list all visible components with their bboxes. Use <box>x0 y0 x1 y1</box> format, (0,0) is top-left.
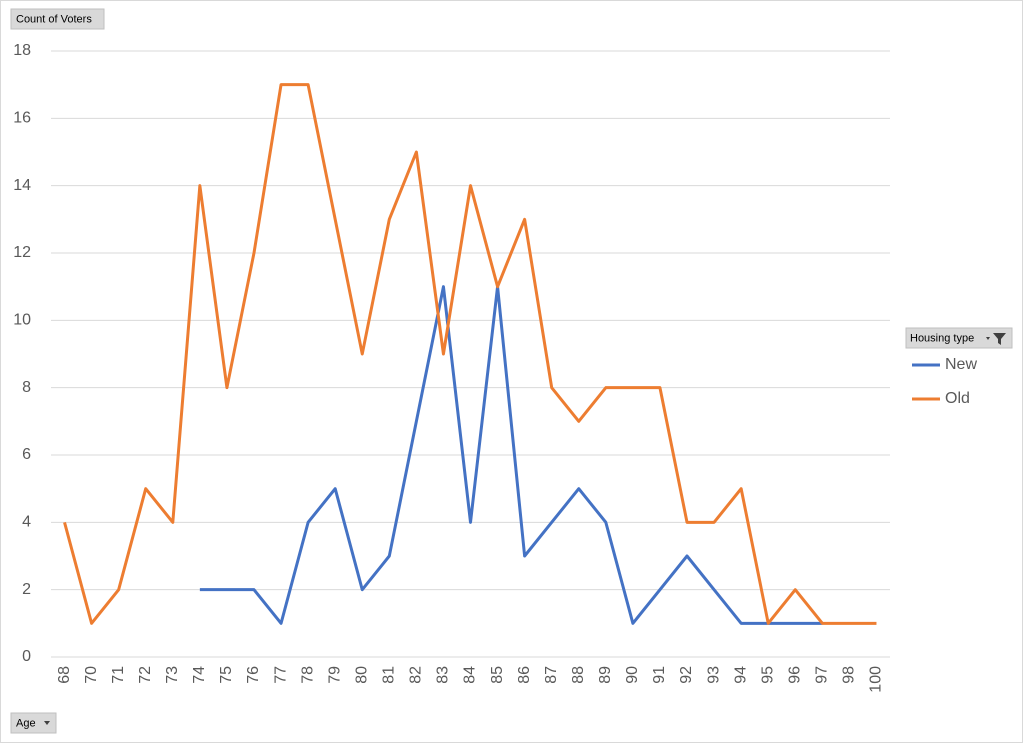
x-tick-label: 71 <box>110 666 127 684</box>
y-tick-label: 6 <box>22 446 31 463</box>
series-line <box>63 83 877 625</box>
x-tick-label: 74 <box>191 666 208 684</box>
x-tick-label: 81 <box>381 666 398 684</box>
x-tick-label: 94 <box>732 666 749 684</box>
x-tick-label: 70 <box>83 666 100 684</box>
x-tick-label: 79 <box>326 666 343 684</box>
x-tick-label: 80 <box>353 666 370 684</box>
x-tick-label: 98 <box>841 666 858 684</box>
y-tick-label: 18 <box>13 42 31 59</box>
x-tick-label: 95 <box>759 666 776 684</box>
x-tick-label: 87 <box>543 666 560 684</box>
y-tick-label: 16 <box>13 110 31 127</box>
y-field-label: Count of Voters <box>16 13 92 25</box>
y-tick-label: 14 <box>13 177 31 194</box>
legend-label: Old <box>945 390 970 407</box>
x-tick-label: 92 <box>678 666 695 684</box>
x-tick-label: 100 <box>868 666 885 693</box>
y-tick-label: 0 <box>22 648 31 665</box>
x-tick-label: 93 <box>705 666 722 684</box>
x-tick-label: 72 <box>137 666 154 684</box>
y-tick-label: 2 <box>22 581 31 598</box>
x-tick-label: 82 <box>408 666 425 684</box>
x-tick-label: 76 <box>245 666 262 684</box>
legend-label: New <box>945 356 977 373</box>
y-tick-label: 12 <box>13 244 31 261</box>
legend-field-button[interactable] <box>905 327 1013 349</box>
x-tick-label: 86 <box>516 666 533 684</box>
x-tick-label: 85 <box>489 666 506 684</box>
filter-icon <box>986 333 1006 345</box>
x-tick-label: 77 <box>272 666 289 684</box>
x-tick-label: 96 <box>786 666 803 684</box>
x-tick-label: 78 <box>299 666 316 684</box>
x-tick-label: 97 <box>814 666 831 684</box>
x-tick-label: 90 <box>624 666 641 684</box>
legend-title: Housing type <box>910 332 974 344</box>
x-tick-label: 83 <box>435 666 452 684</box>
field-button[interactable] <box>10 712 57 734</box>
y-tick-label: 4 <box>22 514 31 531</box>
x-tick-label: 88 <box>570 666 587 684</box>
x-tick-label: 84 <box>462 666 479 684</box>
x-tick-label: 75 <box>218 666 235 684</box>
y-tick-label: 10 <box>13 312 31 329</box>
x-tick-label: 68 <box>56 666 73 684</box>
field-button[interactable] <box>10 8 105 30</box>
series-line <box>199 285 823 625</box>
x-field-label: Age <box>16 717 36 729</box>
x-tick-label: 91 <box>651 666 668 684</box>
x-tick-label: 73 <box>164 666 181 684</box>
x-tick-label: 89 <box>597 666 614 684</box>
dropdown-icon <box>44 721 50 725</box>
y-tick-label: 8 <box>22 379 31 396</box>
